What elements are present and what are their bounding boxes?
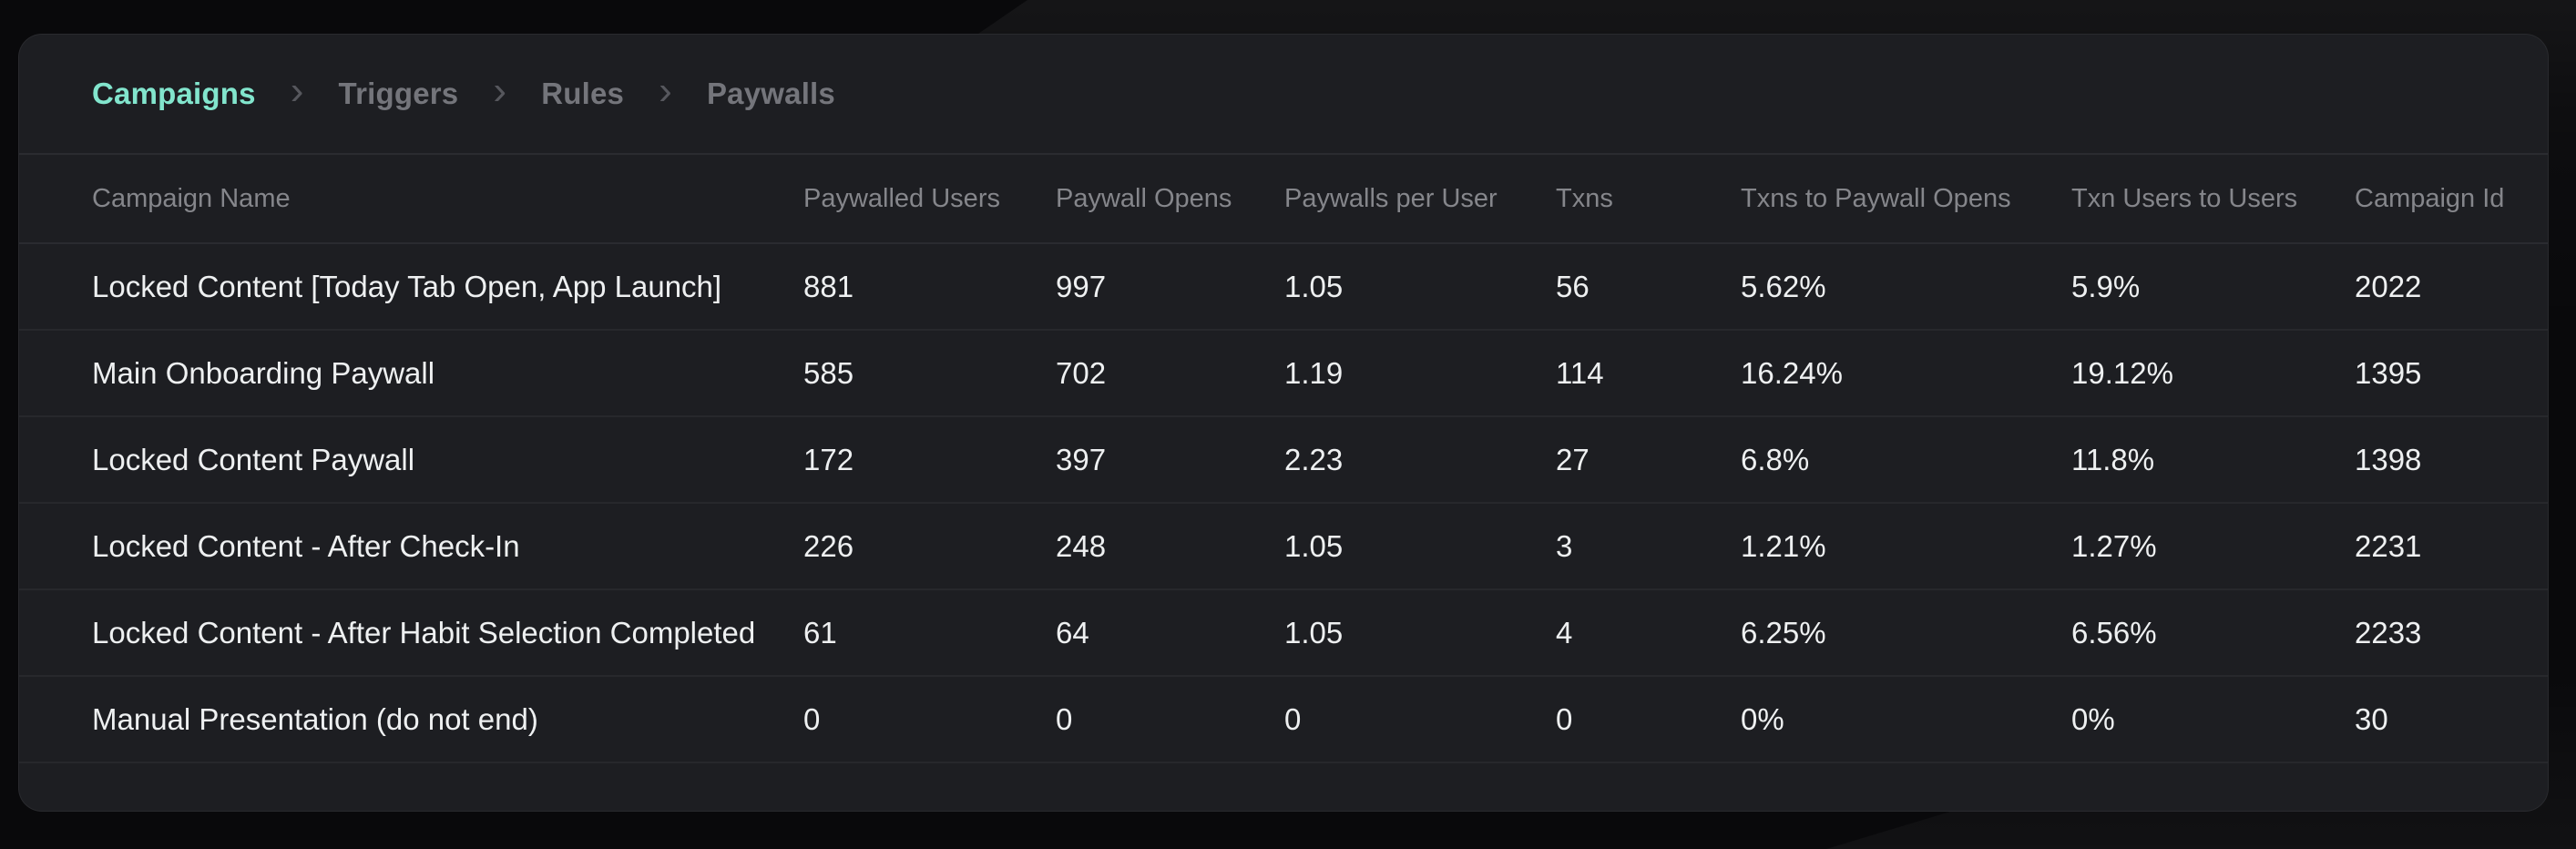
column-header-txn-users-to-users[interactable]: Txn Users to Users	[2071, 183, 2298, 213]
cell-paywall-opens: 248	[1056, 528, 1107, 563]
table-body: Locked Content [Today Tab Open, App Laun…	[19, 244, 2548, 763]
cell-campaign-name: Locked Content [Today Tab Open, App Laun…	[92, 269, 722, 303]
cell-paywalls-per-user: 1.05	[1284, 269, 1344, 303]
cell-campaign-name: Locked Content - After Check-In	[92, 528, 520, 563]
cell-campaign-name: Manual Presentation (do not end)	[92, 701, 538, 736]
cell-paywalls-per-user: 2.23	[1284, 442, 1344, 476]
cell-campaign-name: Main Onboarding Paywall	[92, 355, 435, 390]
cell-txns-to-paywall-opens: 5.62%	[1741, 269, 1826, 303]
cell-paywall-opens: 997	[1056, 269, 1107, 303]
column-header-txns[interactable]: Txns	[1556, 183, 1613, 213]
cell-txns: 4	[1556, 615, 1573, 650]
cell-txn-users-to-users: 19.12%	[2071, 355, 2173, 390]
cell-campaign-id: 1395	[2355, 355, 2422, 390]
cell-txns-to-paywall-opens: 0%	[1741, 701, 1784, 736]
table-row[interactable]: Locked Content Paywall 172 397 2.23 27 6.8% 11…	[19, 417, 2548, 504]
column-header-paywall-opens[interactable]: Paywall Opens	[1056, 183, 1232, 213]
cell-txn-users-to-users: 5.9%	[2071, 269, 2141, 303]
cell-txns: 3	[1556, 528, 1573, 563]
breadcrumb: Campaigns › Triggers › Rules › Paywalls	[19, 35, 2548, 155]
cell-campaign-id: 2022	[2355, 269, 2422, 303]
cell-txns: 56	[1556, 269, 1590, 303]
column-header-campaign-id[interactable]: Campaign Id	[2355, 183, 2505, 213]
table-row[interactable]: Locked Content - After Check-In 226 248 1.0…	[19, 504, 2548, 590]
cell-paywalls-per-user: 1.05	[1284, 615, 1344, 650]
table-row[interactable]: Locked Content - After Habit Selection C…	[19, 590, 2548, 677]
cell-campaign-id: 30	[2355, 701, 2388, 736]
table-header-row: Campaign Name Paywalled Users Paywall Open…	[19, 155, 2548, 244]
breadcrumb-item-triggers[interactable]: Triggers	[338, 77, 459, 110]
table-row[interactable]: Main Onboarding Paywall 585 702 1.19 114 16.2…	[19, 331, 2548, 417]
cell-txn-users-to-users: 11.8%	[2071, 442, 2155, 476]
cell-txns: 114	[1556, 355, 1604, 390]
table-row[interactable]: Locked Content [Today Tab Open, App Laun…	[19, 244, 2548, 331]
cell-paywall-opens: 0	[1056, 701, 1073, 736]
cell-paywalled-users: 226	[803, 528, 854, 563]
breadcrumb-item-paywalls[interactable]: Paywalls	[706, 77, 835, 110]
breadcrumb-item-campaigns[interactable]: Campaigns	[92, 77, 256, 110]
cell-txns-to-paywall-opens: 6.8%	[1741, 442, 1810, 476]
cell-paywalls-per-user: 0	[1284, 701, 1302, 736]
cell-paywalled-users: 61	[803, 615, 837, 650]
campaigns-table: Campaign Name Paywalled Users Paywall Open…	[19, 155, 2548, 763]
cell-campaign-name: Locked Content Paywall	[92, 442, 415, 476]
cell-paywalled-users: 0	[803, 701, 821, 736]
table-row[interactable]: Manual Presentation (do not end) 0 0 0 0 0% 0%…	[19, 677, 2548, 763]
cell-txn-users-to-users: 0%	[2071, 701, 2115, 736]
cell-paywalls-per-user: 1.19	[1284, 355, 1344, 390]
cell-campaign-id: 1398	[2355, 442, 2422, 476]
column-header-paywalls-per-user[interactable]: Paywalls per User	[1284, 183, 1498, 213]
cell-paywalls-per-user: 1.05	[1284, 528, 1344, 563]
cell-txns-to-paywall-opens: 1.21%	[1741, 528, 1826, 563]
campaigns-panel: Campaigns › Triggers › Rules › Paywalls Campai…	[18, 34, 2549, 812]
cell-paywalled-users: 172	[803, 442, 854, 476]
column-header-txns-to-paywall-opens[interactable]: Txns to Paywall Opens	[1741, 183, 2011, 213]
cell-campaign-id: 2233	[2355, 615, 2422, 650]
cell-paywalled-users: 881	[803, 269, 854, 303]
column-header-campaign-name[interactable]: Campaign Name	[92, 183, 291, 213]
cell-txns: 0	[1556, 701, 1573, 736]
cell-paywall-opens: 64	[1056, 615, 1089, 650]
cell-paywalled-users: 585	[803, 355, 854, 390]
cell-txns: 27	[1556, 442, 1590, 476]
cell-txns-to-paywall-opens: 16.24%	[1741, 355, 1843, 390]
cell-campaign-id: 2231	[2355, 528, 2422, 563]
cell-paywall-opens: 397	[1056, 442, 1107, 476]
cell-campaign-name: Locked Content - After Habit Selection C…	[92, 615, 756, 650]
cell-txns-to-paywall-opens: 6.25%	[1741, 615, 1826, 650]
breadcrumb-item-rules[interactable]: Rules	[541, 77, 625, 110]
cell-txn-users-to-users: 6.56%	[2071, 615, 2157, 650]
cell-txn-users-to-users: 1.27%	[2071, 528, 2157, 563]
cell-paywall-opens: 702	[1056, 355, 1107, 390]
column-header-paywalled-users[interactable]: Paywalled Users	[803, 183, 1000, 213]
